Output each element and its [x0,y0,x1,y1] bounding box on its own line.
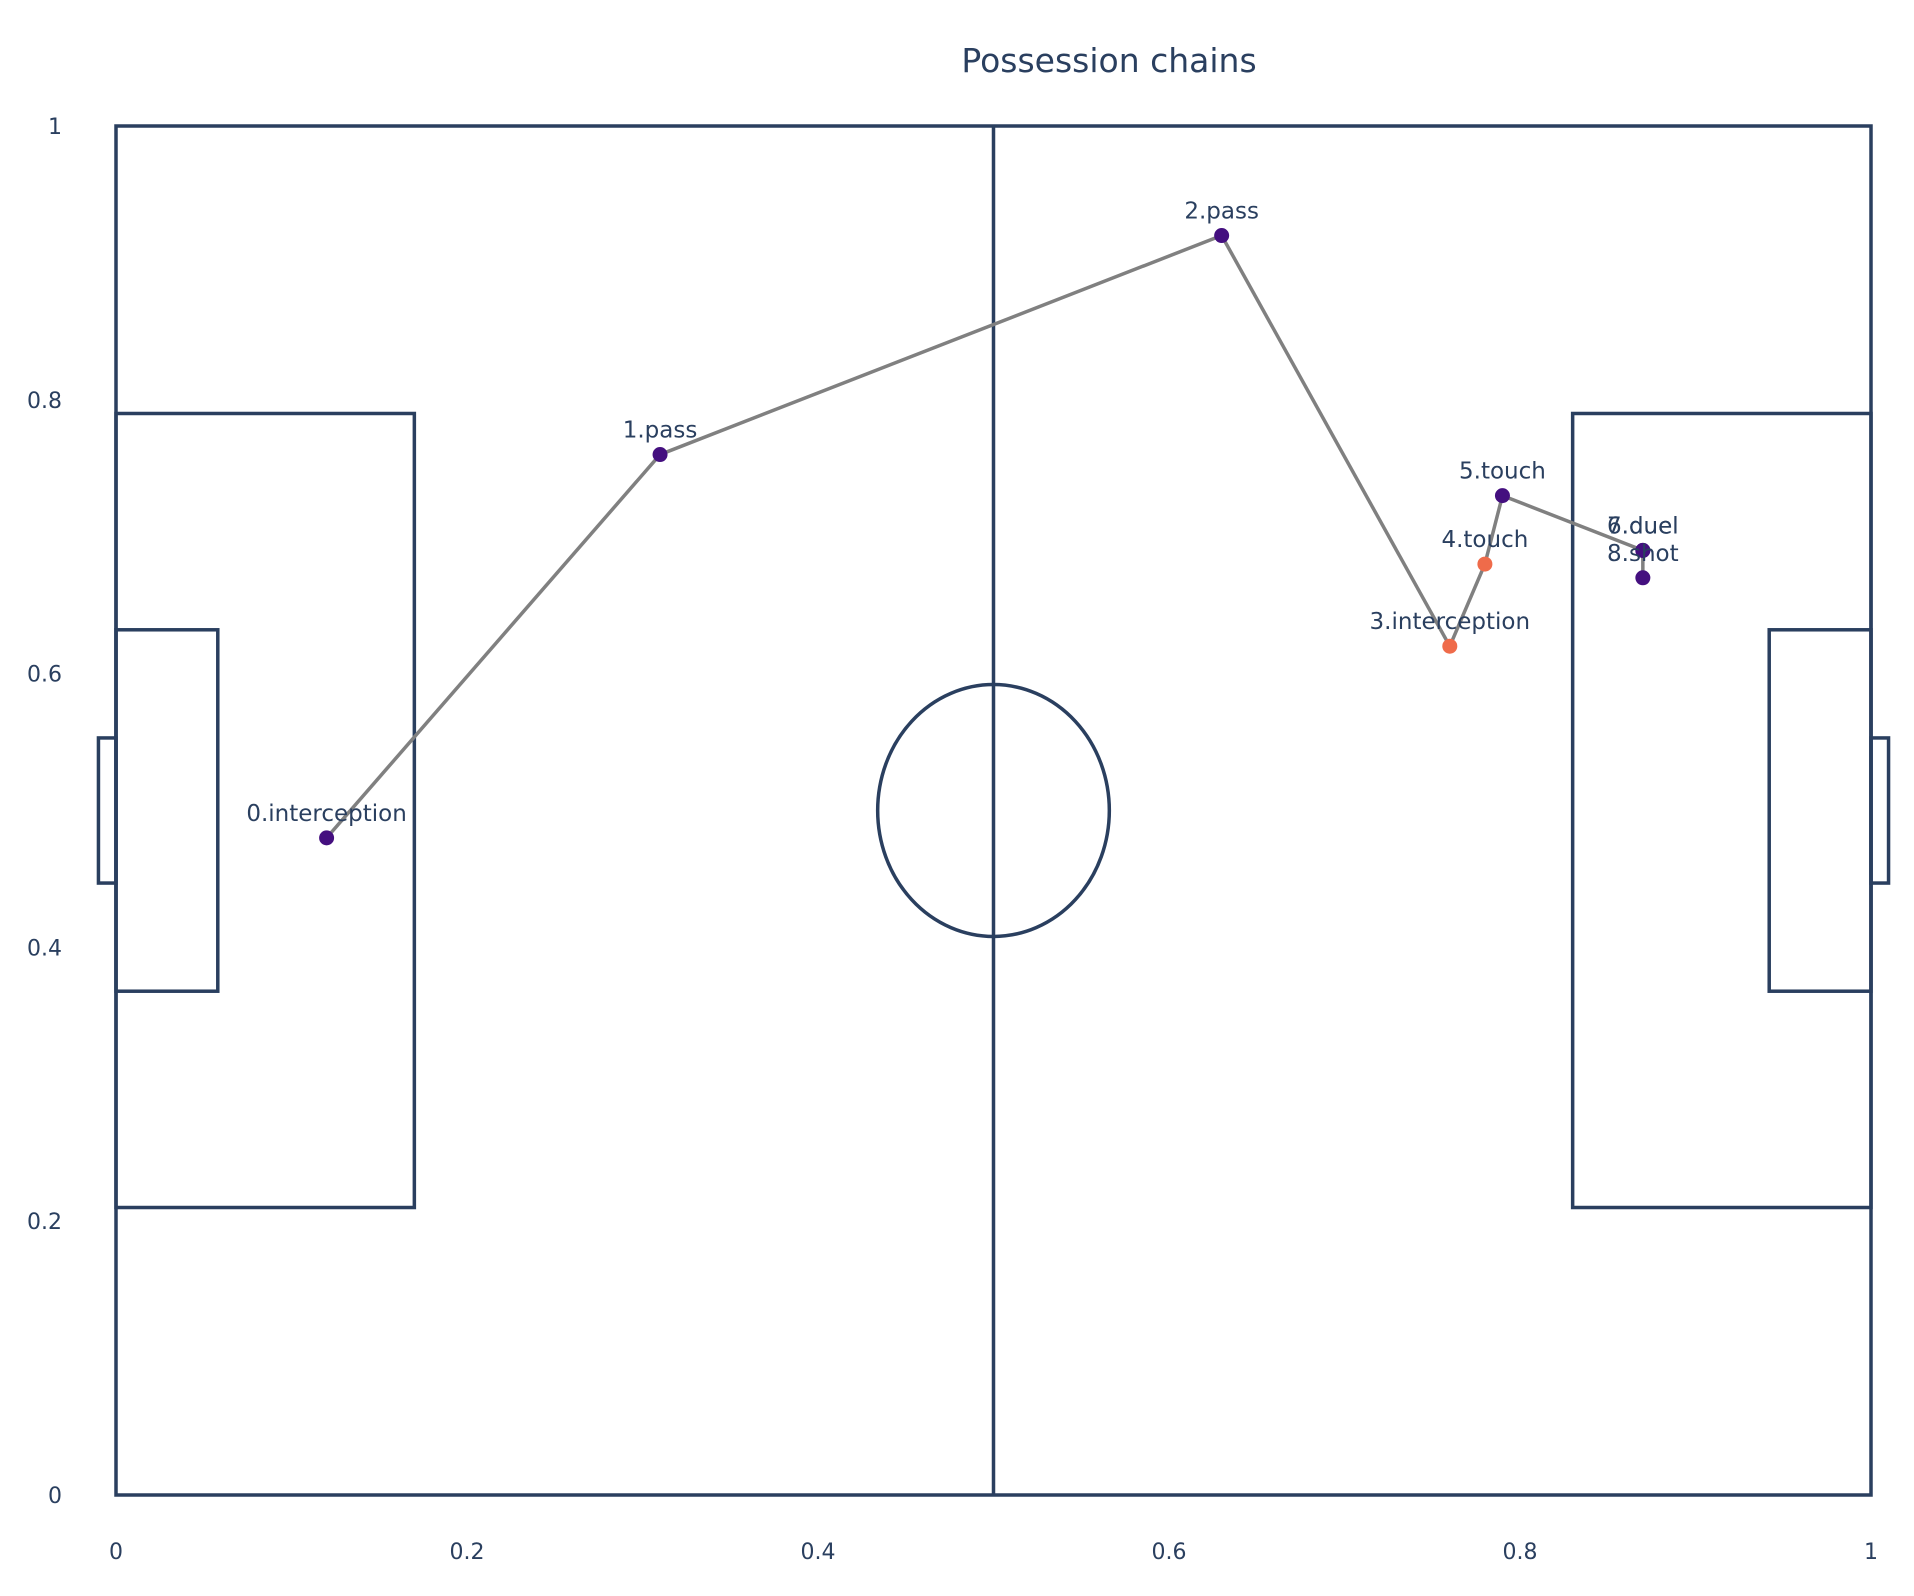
event-point [1494,488,1510,504]
event-label: 2.pass [1184,199,1259,225]
left-goal-area [114,628,220,993]
y-tick-label: 0.4 [27,936,62,961]
pitch [96,124,1891,1497]
event-label: 0.interception [246,801,406,827]
chain-segment [1448,563,1487,647]
chart-title: Possession chains [961,41,1256,80]
y-tick-label: 1 [48,115,62,140]
chain-segment [1501,493,1644,553]
event-label: 6.duel [1607,513,1679,539]
point-labels: 0.interception 1.pass 2.pass 3.interception… [246,199,1678,827]
x-tick-label: 0.2 [450,1540,485,1565]
chain-segment [1483,495,1505,565]
right-goal [1869,736,1891,885]
event-point [319,830,335,846]
event-label: 8.shot [1607,541,1679,567]
x-tick-label: 0.4 [801,1540,836,1565]
x-tick-label: 1 [1864,1540,1878,1565]
event-label: 7.duel [1607,513,1679,539]
event-point [1635,542,1651,558]
x-tick-label: 0.8 [1503,1540,1538,1565]
x-tick-label: 0 [109,1540,123,1565]
x-tick-label: 0.6 [1152,1540,1187,1565]
y-tick-label: 0.8 [27,389,62,414]
y-tick-label: 0.2 [27,1210,62,1235]
event-label: 5.touch [1459,459,1546,485]
right-goal-area [1767,628,1873,993]
event-point [652,447,668,463]
chain-segment [325,453,662,840]
chain-points [319,228,1651,846]
left-goal [96,736,118,885]
y-tick-label: 0 [48,1484,62,1509]
event-point [1477,556,1493,572]
event-point [1214,228,1230,244]
chain-lines [325,233,1645,840]
event-label: 1.pass [623,418,698,444]
chain-segment [659,233,1223,457]
event-label: 4.touch [1441,527,1528,553]
event-point [1442,638,1458,654]
event-point [1635,570,1651,586]
y-axis-ticks: 0 0.2 0.4 0.6 0.8 1 [27,115,62,1509]
chain-segment [1220,234,1452,648]
event-label: 3.interception [1370,609,1530,635]
y-tick-label: 0.6 [27,663,62,688]
centre-circle [875,682,1112,939]
x-axis-ticks: 0 0.2 0.4 0.6 0.8 1 [109,1540,1878,1565]
